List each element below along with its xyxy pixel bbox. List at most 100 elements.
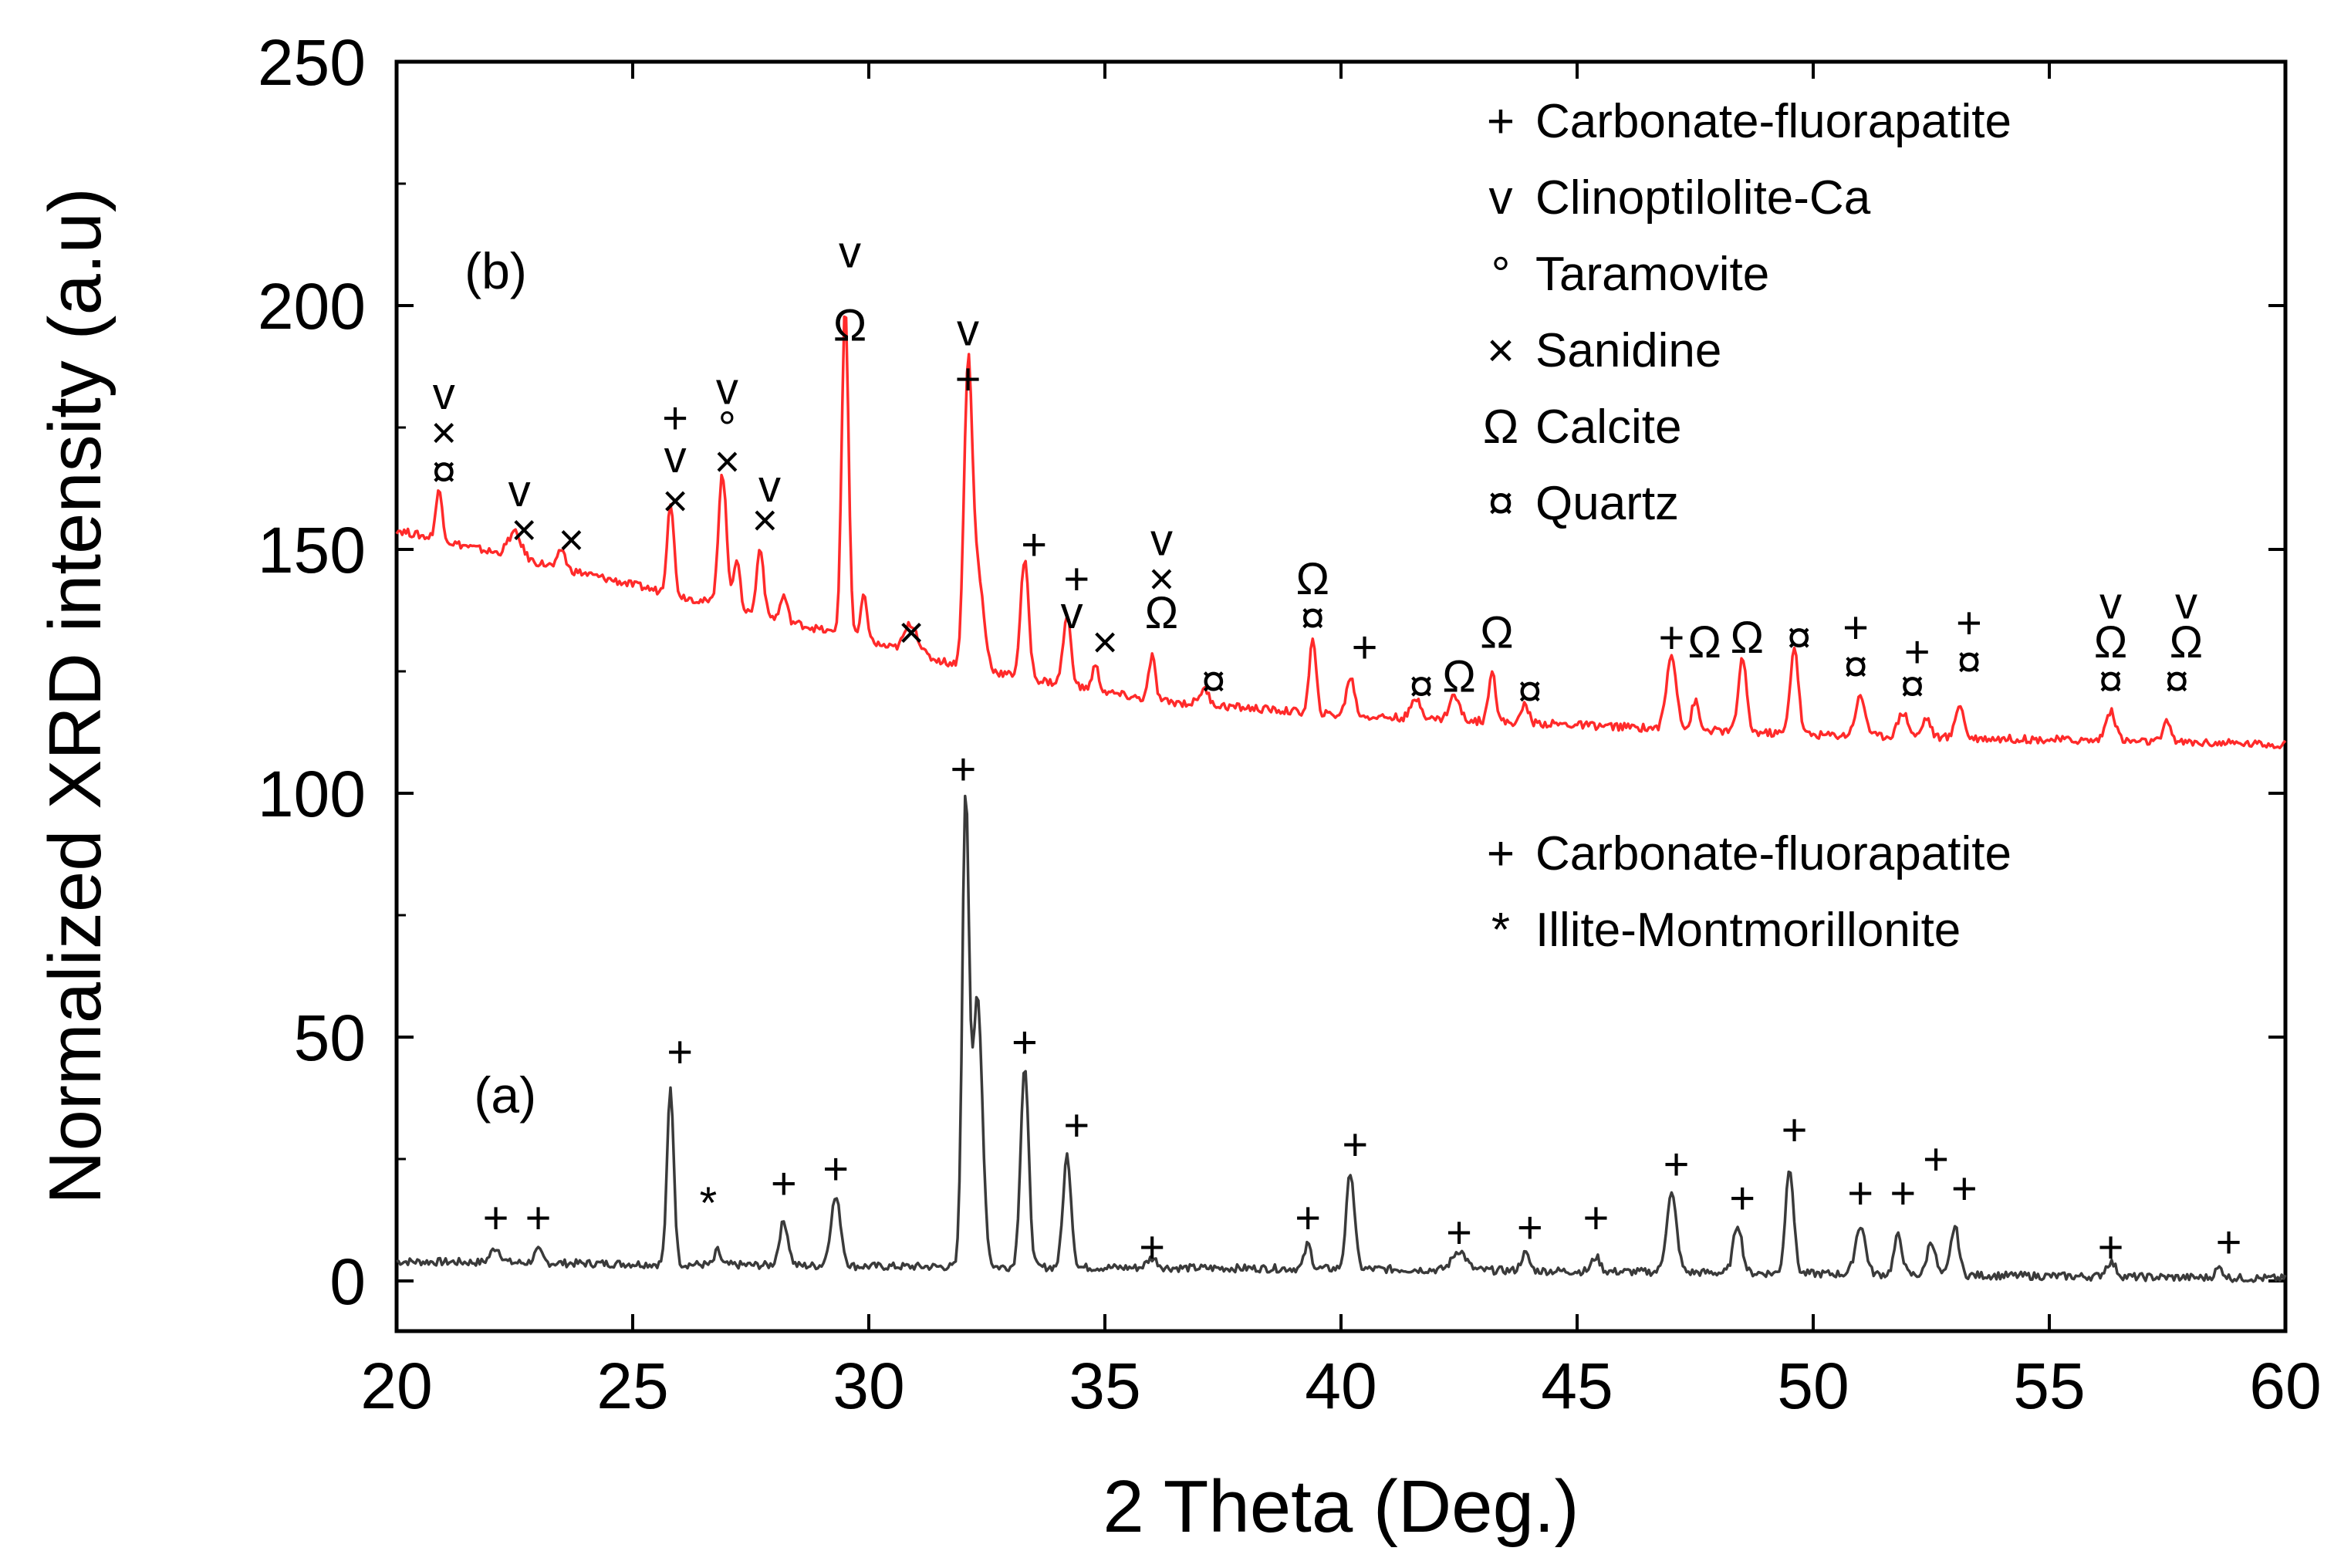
- peak-marker: ×: [431, 407, 457, 458]
- legend-label: Carbonate-fluorapatite: [1535, 827, 2012, 880]
- y-tick-label: 0: [329, 1245, 366, 1318]
- peak-marker: ¤: [431, 447, 456, 497]
- series-line-b: [395, 315, 2287, 750]
- peak-marker: +: [823, 1144, 849, 1195]
- peak-marker: ×: [559, 515, 585, 565]
- legend-a: + Carbonate-fluorapatite * Illite-Montmoril…: [1487, 827, 2012, 957]
- x-tick-label: 55: [2013, 1350, 2085, 1422]
- peak-marker: ×: [662, 476, 688, 526]
- peak-marker: v: [664, 432, 687, 482]
- peak-marker: +: [1517, 1202, 1543, 1252]
- peak-marker: ¤: [2098, 657, 2123, 707]
- peak-marker: +: [1352, 622, 1378, 672]
- legend-symbol: ×: [1487, 324, 1515, 377]
- peak-marker: ×: [714, 437, 740, 487]
- peak-marker: +: [1904, 627, 1930, 678]
- x-tick-label: 40: [1305, 1350, 1376, 1422]
- axis-ticks: 20 25 30 35 40 45 50 55 60 0 50 100 150 200 250: [258, 26, 2322, 1422]
- y-tick-label: 100: [258, 758, 366, 830]
- peak-marker: +: [950, 744, 976, 794]
- y-tick-label: 150: [258, 514, 366, 586]
- x-tick-label: 30: [833, 1350, 904, 1422]
- peak-marker: Ω: [1145, 588, 1178, 638]
- peak-marker: ¤: [1201, 657, 1226, 707]
- peak-marker: +: [667, 1027, 693, 1077]
- legend-symbol: °: [1491, 248, 1511, 301]
- y-axis-title: Normalized XRD intensity (a.u): [34, 188, 117, 1205]
- x-tick-label: 60: [2249, 1350, 2321, 1422]
- peak-marker: °: [718, 403, 736, 453]
- peak-marker: +: [1446, 1208, 1472, 1258]
- peak-marker: ¤: [1957, 637, 1981, 687]
- peak-marker: Ω: [1688, 617, 1721, 667]
- legend-label: Taramovite: [1535, 248, 1769, 301]
- peak-marker: +: [1729, 1174, 1755, 1224]
- peak-marker: +: [1139, 1222, 1165, 1272]
- peak-marker: +: [662, 393, 688, 443]
- peak-marker: Ω: [1442, 651, 1475, 701]
- peak-marker: Ω: [2170, 617, 2203, 667]
- x-tick-label: 25: [596, 1350, 668, 1422]
- peak-marker: +: [955, 354, 981, 404]
- peak-marker: ¤: [1409, 661, 1434, 711]
- peak-marker: v: [508, 466, 531, 516]
- sample-labels: (a) (b): [464, 242, 536, 1124]
- peak-marker: +: [1295, 1193, 1321, 1243]
- peak-marker: v: [839, 227, 861, 277]
- y-tick-label: 200: [258, 270, 366, 343]
- peak-marker: Ω: [833, 300, 866, 350]
- peak-marker: +: [1012, 1017, 1038, 1067]
- peak-marker: ¤: [1900, 661, 1924, 711]
- x-tick-label: 45: [1541, 1350, 1613, 1422]
- x-tick-label: 50: [1777, 1350, 1849, 1422]
- peak-marker: Ω: [2094, 617, 2127, 667]
- peak-marker: v: [2099, 579, 2122, 629]
- peak-marker: +: [1923, 1134, 1949, 1184]
- peak-marker: +: [1843, 603, 1869, 653]
- y-tick-label: 50: [294, 1002, 366, 1074]
- peak-marker: +: [1063, 1100, 1089, 1151]
- legend-label: Sanidine: [1535, 324, 1721, 377]
- peak-marker: +: [2098, 1222, 2124, 1272]
- legend-symbol: v: [1489, 171, 1513, 225]
- legend-symbol: Ω: [1483, 400, 1518, 454]
- legend-symbol: +: [1487, 95, 1515, 148]
- peak-marker: ¤: [1787, 613, 1812, 663]
- x-tick-label: 35: [1069, 1350, 1140, 1422]
- legend-label: Illite-Montmorillonite: [1535, 904, 1961, 957]
- legend-label: Carbonate-fluorapatite: [1535, 95, 2012, 148]
- legends: + Carbonate-fluorapatite v Clinoptilolite-C…: [1483, 95, 2012, 957]
- peak-marker: ×: [752, 495, 778, 546]
- legend-symbol: +: [1487, 827, 1515, 880]
- peak-marker: +: [2216, 1217, 2242, 1267]
- peak-marker: ¤: [1843, 642, 1868, 692]
- peak-marker: ¤: [1518, 666, 1542, 716]
- peak-annotations: + ++* + ++++++++ + +++++ ++++ +¤×v×v××v+×°v×vΩv…: [431, 227, 2241, 1272]
- peak-marker: ×: [1149, 554, 1175, 604]
- y-tick-label: 250: [258, 26, 366, 99]
- series-line-a: [396, 794, 2287, 1283]
- peak-marker: ×: [898, 607, 924, 657]
- peak-marker: ¤: [2164, 657, 2189, 707]
- peak-marker: +: [525, 1193, 552, 1243]
- peak-marker: +: [1951, 1164, 1978, 1214]
- peak-marker: v: [716, 363, 738, 414]
- peak-marker: +: [1664, 1139, 1690, 1189]
- peak-marker: v: [433, 369, 455, 419]
- series-group: [395, 315, 2287, 1283]
- sample-label: (a): [474, 1066, 536, 1124]
- sample-label: (b): [464, 242, 527, 299]
- peak-marker: +: [771, 1159, 797, 1209]
- peak-marker: v: [957, 306, 979, 356]
- legend-label: Quartz: [1535, 477, 1679, 530]
- peak-marker: +: [1021, 520, 1047, 570]
- x-tick-label: 20: [360, 1350, 432, 1422]
- peak-marker: +: [1658, 613, 1684, 663]
- x-axis-title: 2 Theta (Deg.): [1103, 1465, 1579, 1548]
- plot-frame: [394, 59, 2288, 1333]
- peak-marker: Ω: [1480, 607, 1513, 657]
- peak-marker: +: [1583, 1193, 1610, 1243]
- legend-label: Calcite: [1535, 400, 1682, 454]
- peak-marker: ×: [1092, 617, 1118, 667]
- peak-marker: +: [1342, 1120, 1368, 1170]
